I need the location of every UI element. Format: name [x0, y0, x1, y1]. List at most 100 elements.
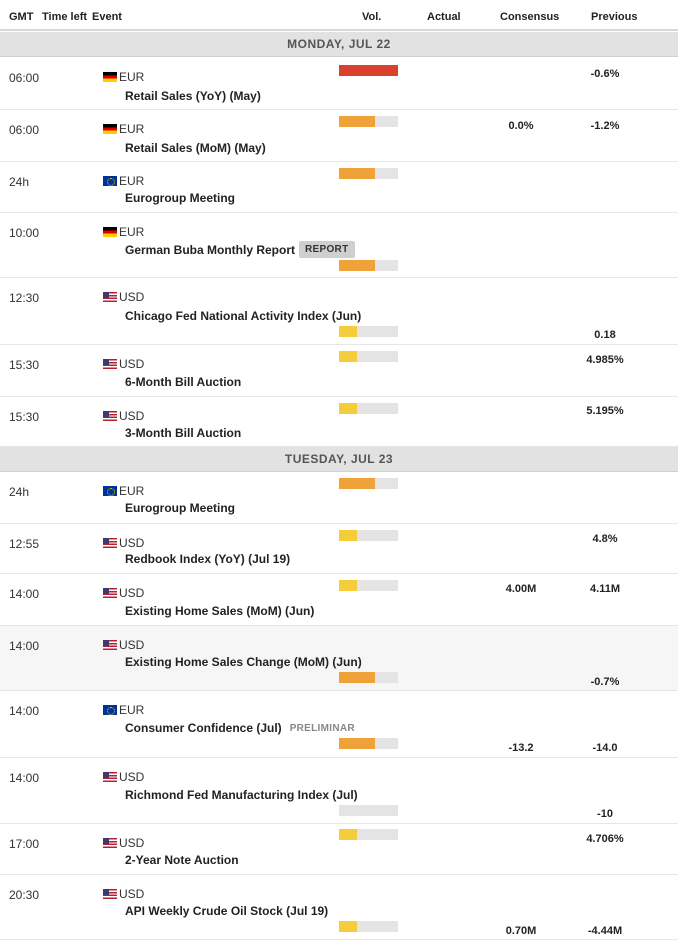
- event-name[interactable]: Eurogroup Meeting: [125, 501, 235, 515]
- volatility-fill: [339, 921, 358, 932]
- event-time: 14:00: [9, 771, 40, 785]
- report-badge: REPORT: [299, 241, 355, 258]
- volatility-bar: [339, 805, 398, 816]
- currency-code: EUR: [119, 174, 145, 188]
- event-row[interactable]: 12:55 USD Redbook Index (YoY) (Jul 19) 4…: [0, 524, 678, 574]
- volatility-bar: [339, 478, 398, 489]
- previous-value: -0.6%: [590, 68, 620, 80]
- preliminary-badge: PRELIMINAR: [289, 722, 355, 734]
- us-flag-icon: [103, 640, 117, 650]
- col-previous[interactable]: Previous: [591, 11, 638, 23]
- event-name-container: Consumer Confidence (Jul) PRELIMINAR: [125, 721, 355, 735]
- eu-flag-icon: [103, 486, 117, 496]
- event-row[interactable]: 10:00 EUR German Buba Monthly Report REPO…: [0, 213, 678, 278]
- volatility-fill: [339, 478, 375, 489]
- volatility-fill: [339, 829, 358, 840]
- event-row[interactable]: 15:30 USD 6-Month Bill Auction 4.985%: [0, 345, 678, 397]
- eu-flag-icon: [103, 705, 117, 715]
- volatility-fill: [339, 116, 375, 127]
- volatility-fill: [339, 672, 375, 683]
- volatility-bar: [339, 580, 398, 591]
- event-currency: USD: [103, 357, 144, 371]
- event-row[interactable]: 14:00 USD Existing Home Sales Change (Mo…: [0, 626, 678, 691]
- event-name[interactable]: Redbook Index (YoY) (Jul 19): [125, 552, 291, 566]
- consensus-value: 0.0%: [508, 120, 534, 132]
- us-flag-icon: [103, 772, 117, 782]
- currency-code: EUR: [119, 225, 145, 239]
- event-name[interactable]: 2-Year Note Auction: [125, 853, 239, 867]
- day-header-monday: MONDAY, JUL 22: [0, 32, 678, 57]
- event-currency: USD: [103, 887, 144, 901]
- event-name[interactable]: Existing Home Sales (MoM) (Jun): [125, 604, 315, 618]
- event-name-container: Richmond Fed Manufacturing Index (Jul): [125, 788, 358, 802]
- event-row[interactable]: 12:30 USD Chicago Fed National Activity …: [0, 278, 678, 345]
- previous-value: 4.8%: [592, 533, 618, 545]
- de-flag-icon: [103, 72, 117, 82]
- event-row[interactable]: 15:30 USD 3-Month Bill Auction 5.195%: [0, 397, 678, 447]
- event-time: 24h: [9, 485, 30, 499]
- currency-code: EUR: [119, 484, 145, 498]
- event-row[interactable]: 24h EUR Eurogroup Meeting: [0, 162, 678, 213]
- previous-value: 4.11M: [590, 583, 620, 595]
- day-header-tuesday: TUESDAY, JUL 23: [0, 447, 678, 472]
- currency-code: USD: [119, 638, 145, 652]
- event-name[interactable]: Existing Home Sales Change (MoM) (Jun): [125, 655, 362, 669]
- us-flag-icon: [103, 538, 117, 548]
- event-name-container: 2-Year Note Auction: [125, 853, 239, 867]
- volatility-fill: [339, 65, 398, 76]
- event-name-container: 6-Month Bill Auction: [125, 375, 241, 389]
- de-flag-icon: [103, 227, 117, 237]
- event-row[interactable]: 06:00 EUR Retail Sales (MoM) (May) 0.0% -…: [0, 110, 678, 162]
- volatility-bar: [339, 738, 398, 749]
- event-row[interactable]: 17:00 USD 2-Year Note Auction 4.706%: [0, 824, 678, 875]
- event-row[interactable]: 14:00 USD Richmond Fed Manufacturing Ind…: [0, 758, 678, 824]
- consensus-value: 4.00M: [505, 583, 537, 595]
- event-name[interactable]: Consumer Confidence (Jul): [125, 721, 282, 735]
- col-time-left[interactable]: Time left: [42, 11, 88, 23]
- event-name[interactable]: Chicago Fed National Activity Index (Jun…: [125, 309, 362, 323]
- event-name-container: Retail Sales (MoM) (May): [125, 141, 266, 155]
- event-name[interactable]: API Weekly Crude Oil Stock (Jul 19): [125, 904, 329, 918]
- us-flag-icon: [103, 588, 117, 598]
- currency-code: USD: [119, 887, 145, 901]
- event-row[interactable]: 06:00 EUR Retail Sales (YoY) (May) -0.6%: [0, 58, 678, 110]
- event-name[interactable]: German Buba Monthly Report: [125, 242, 296, 257]
- event-name[interactable]: 3-Month Bill Auction: [125, 426, 242, 440]
- event-name[interactable]: Retail Sales (MoM) (May): [125, 141, 266, 155]
- previous-value: 5.195%: [586, 405, 624, 417]
- event-time: 14:00: [9, 639, 40, 653]
- volatility-fill: [339, 738, 375, 749]
- event-currency: EUR: [103, 70, 144, 84]
- col-gmt[interactable]: GMT: [9, 11, 34, 23]
- event-row[interactable]: 14:00 USD Existing Home Sales (MoM) (Jun…: [0, 574, 678, 626]
- col-actual[interactable]: Actual: [427, 11, 461, 23]
- event-currency: USD: [103, 290, 144, 304]
- event-currency: USD: [103, 536, 144, 550]
- event-row[interactable]: 14:00 EUR Consumer Confidence (Jul) PRELI…: [0, 691, 678, 758]
- currency-code: USD: [119, 357, 145, 371]
- event-row[interactable]: 24h EUR Eurogroup Meeting: [0, 472, 678, 524]
- volatility-fill: [339, 326, 358, 337]
- event-name-container: Eurogroup Meeting: [125, 501, 235, 515]
- event-time: 12:30: [9, 291, 40, 305]
- volatility-fill: [339, 530, 358, 541]
- event-name[interactable]: Richmond Fed Manufacturing Index (Jul): [125, 788, 358, 802]
- volatility-fill: [339, 351, 358, 362]
- previous-value: 4.985%: [586, 354, 624, 366]
- event-name[interactable]: Retail Sales (YoY) (May): [125, 89, 261, 103]
- event-currency: EUR: [103, 484, 144, 498]
- us-flag-icon: [103, 838, 117, 848]
- event-name[interactable]: 6-Month Bill Auction: [125, 375, 242, 389]
- volatility-bar: [339, 168, 398, 179]
- volatility-bar: [339, 921, 398, 932]
- event-name[interactable]: Eurogroup Meeting: [125, 191, 235, 205]
- volatility-fill: [339, 260, 375, 271]
- col-event[interactable]: Event: [92, 11, 122, 23]
- volatility-bar: [339, 326, 398, 337]
- col-consensus[interactable]: Consensus: [500, 11, 560, 23]
- col-vol[interactable]: Vol.: [362, 11, 382, 23]
- event-time: 14:00: [9, 587, 40, 601]
- volatility-bar: [339, 351, 398, 362]
- event-row[interactable]: 20:30 USD API Weekly Crude Oil Stock (Ju…: [0, 875, 678, 940]
- volatility-bar: [339, 403, 398, 414]
